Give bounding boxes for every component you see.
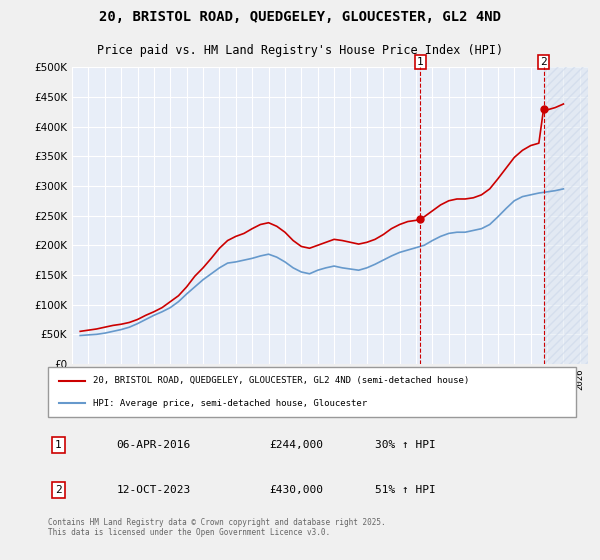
Text: £430,000: £430,000 (270, 485, 324, 495)
Text: 1: 1 (417, 57, 424, 67)
Text: 20, BRISTOL ROAD, QUEDGELEY, GLOUCESTER, GL2 4ND: 20, BRISTOL ROAD, QUEDGELEY, GLOUCESTER,… (99, 10, 501, 24)
Text: 06-APR-2016: 06-APR-2016 (116, 440, 191, 450)
Text: 51% ↑ HPI: 51% ↑ HPI (376, 485, 436, 495)
Bar (544, 67, 588, 364)
Text: Contains HM Land Registry data © Crown copyright and database right 2025.
This d: Contains HM Land Registry data © Crown c… (48, 518, 386, 537)
Text: HPI: Average price, semi-detached house, Gloucester: HPI: Average price, semi-detached house,… (93, 399, 367, 408)
Text: £244,000: £244,000 (270, 440, 324, 450)
Text: 2: 2 (55, 485, 62, 495)
Text: 1: 1 (55, 440, 62, 450)
FancyBboxPatch shape (48, 367, 576, 417)
Text: 30% ↑ HPI: 30% ↑ HPI (376, 440, 436, 450)
Text: 12-OCT-2023: 12-OCT-2023 (116, 485, 191, 495)
Text: 2: 2 (540, 57, 547, 67)
Text: Price paid vs. HM Land Registry's House Price Index (HPI): Price paid vs. HM Land Registry's House … (97, 44, 503, 57)
Text: 20, BRISTOL ROAD, QUEDGELEY, GLOUCESTER, GL2 4ND (semi-detached house): 20, BRISTOL ROAD, QUEDGELEY, GLOUCESTER,… (93, 376, 469, 385)
